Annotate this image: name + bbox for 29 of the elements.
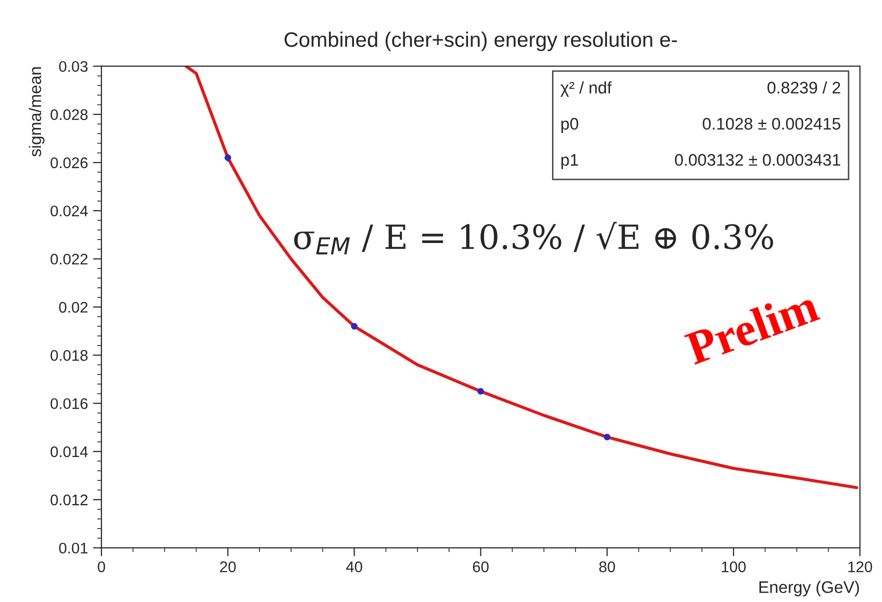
x-tick-label: 80 xyxy=(599,561,616,572)
annotation: p0 xyxy=(561,118,578,133)
x-tick-label: 100 xyxy=(722,561,746,572)
x-tick-label: 60 xyxy=(472,561,489,572)
annotation: 0.8239 / 2 xyxy=(768,81,840,94)
y-tick-label: 0.014 xyxy=(50,446,88,458)
y-tick-label: 0.03 xyxy=(59,61,88,72)
x-tick-label: 40 xyxy=(346,561,362,572)
annotation: p1 xyxy=(561,154,578,170)
annotation: Prelim xyxy=(684,288,821,366)
x-tick-label: 20 xyxy=(220,561,236,572)
y-tick-label: 0.012 xyxy=(50,494,88,506)
annotation: 0.003132 ± 0.0003431 xyxy=(674,154,840,166)
y-tick-label: 0.022 xyxy=(50,254,88,265)
x-tick-label: 120 xyxy=(848,561,872,572)
y-tick-label: 0.018 xyxy=(50,350,88,361)
y-tick-label: 0.026 xyxy=(50,157,88,168)
annotation: σ$_{EM}$ / E = 10.3% / √E ⊕ 0.3% xyxy=(294,222,774,254)
x-tick-label: 0 xyxy=(98,561,106,572)
annotation: χ² / ndf xyxy=(560,81,612,97)
y-tick-label: 0.024 xyxy=(50,206,88,216)
y-tick-label: 0.028 xyxy=(50,109,88,120)
annotation: 0.1028 ± 0.002415 xyxy=(702,118,840,130)
y-tick-label: 0.016 xyxy=(50,398,88,410)
y-tick-label: 0.01 xyxy=(59,542,88,554)
x-axis-title: Energy (GeV) xyxy=(759,580,859,596)
chart-title: Combined (cher+scin) energy resolution e- xyxy=(284,32,677,52)
y-tick-label: 0.02 xyxy=(59,302,88,313)
y-axis-title: sigma/mean xyxy=(28,67,44,157)
